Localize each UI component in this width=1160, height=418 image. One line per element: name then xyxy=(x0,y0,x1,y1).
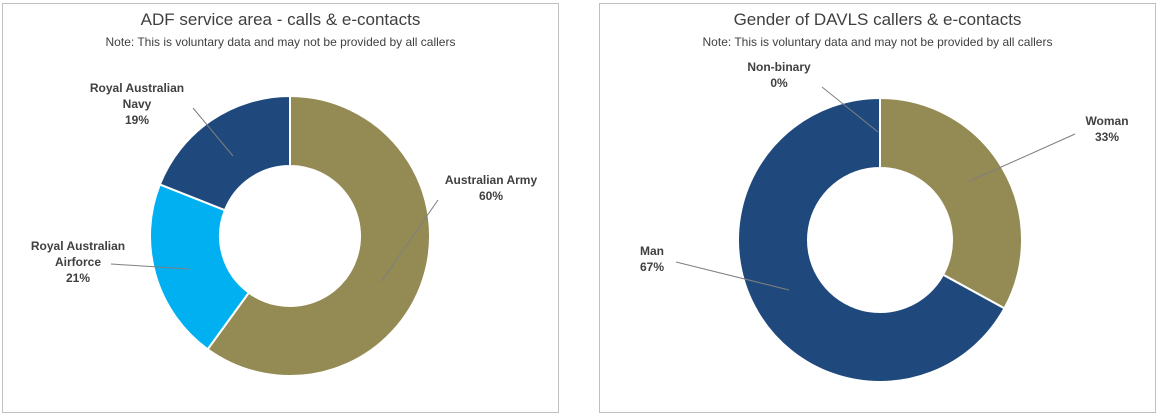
slice-category-label: Man xyxy=(640,244,664,258)
data-label-non-binary: Non-binary 0% xyxy=(747,60,811,90)
slice-value-label: 60% xyxy=(479,189,503,203)
chart-title: Gender of DAVLS callers & e-contacts xyxy=(733,10,1022,29)
slice-value-label: 0% xyxy=(770,76,788,90)
chart-subtitle: Note: This is voluntary data and may not… xyxy=(105,35,456,49)
data-label-royal-australian-navy: Royal Australian Navy 19% xyxy=(90,81,184,127)
leader-line-royal-australian-airforce xyxy=(110,263,190,270)
data-label-man: Man 67% xyxy=(640,244,664,274)
slice-value-label: 21% xyxy=(66,271,90,285)
slice-value-label: 19% xyxy=(125,113,149,127)
slice-category-label: Royal Australian xyxy=(90,81,184,95)
chart-subtitle: Note: This is voluntary data and may not… xyxy=(702,35,1053,49)
slice-australian-army xyxy=(206,94,431,377)
slice-category-label: Non-binary xyxy=(747,60,811,74)
slice-value-label: 33% xyxy=(1095,130,1119,144)
slice-category-label: Navy xyxy=(123,97,152,111)
slice-category-label: Woman xyxy=(1085,114,1128,128)
slice-royal-australian-airforce xyxy=(149,183,251,351)
slice-category-label: Royal Australian xyxy=(31,239,125,253)
data-label-woman: Woman 33% xyxy=(1085,114,1128,144)
donut-chart-service-area: Australian Army 60% Royal Australian Airfor… xyxy=(31,81,538,377)
slice-category-label: Airforce xyxy=(55,255,101,269)
leader-line-man xyxy=(675,261,790,291)
donut-chart-gender: Woman 33% Man 67% Non-binary 0% xyxy=(640,60,1129,383)
slice-man xyxy=(737,96,1006,383)
leader-line-australian-army xyxy=(380,199,439,283)
chart-service-area: ADF service area - calls & e-contacts No… xyxy=(2,3,559,413)
chart-title: ADF service area - calls & e-contacts xyxy=(140,10,421,29)
slice-royal-australian-navy xyxy=(158,94,291,212)
data-label-australian-army: Australian Army 60% xyxy=(445,173,538,203)
slice-category-label: Australian Army xyxy=(445,173,538,187)
leader-line-woman xyxy=(969,133,1076,182)
leader-line-royal-australian-navy xyxy=(192,107,234,157)
data-label-royal-australian-airforce: Royal Australian Airforce 21% xyxy=(31,239,125,285)
leader-line-non-binary xyxy=(821,86,879,133)
slice-value-label: 67% xyxy=(640,260,664,274)
chart-gender: Gender of DAVLS callers & e-contacts Not… xyxy=(599,3,1156,413)
slice-woman xyxy=(879,96,1023,310)
